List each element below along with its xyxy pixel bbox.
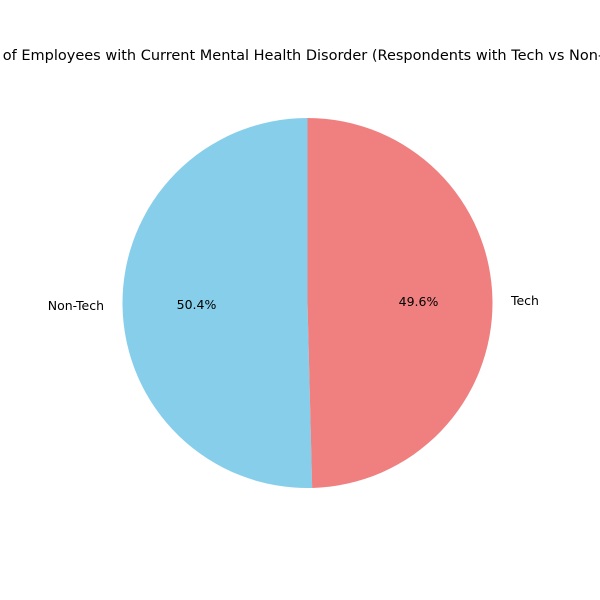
slice-label-non-tech: Non-Tech: [48, 298, 104, 313]
slice-label-tech: Tech: [510, 293, 539, 308]
slice-percent-non-tech: 50.4%: [177, 297, 217, 312]
pie-labels: Non-Tech 50.4% Tech 49.6%: [48, 293, 539, 313]
pie-slice-non-tech: [122, 118, 313, 488]
chart-title: Percentage of Employees with Current Men…: [0, 48, 600, 64]
pie-slice-tech: [307, 118, 493, 488]
slice-percent-tech: 49.6%: [399, 294, 439, 309]
pie-slices: [122, 118, 493, 488]
